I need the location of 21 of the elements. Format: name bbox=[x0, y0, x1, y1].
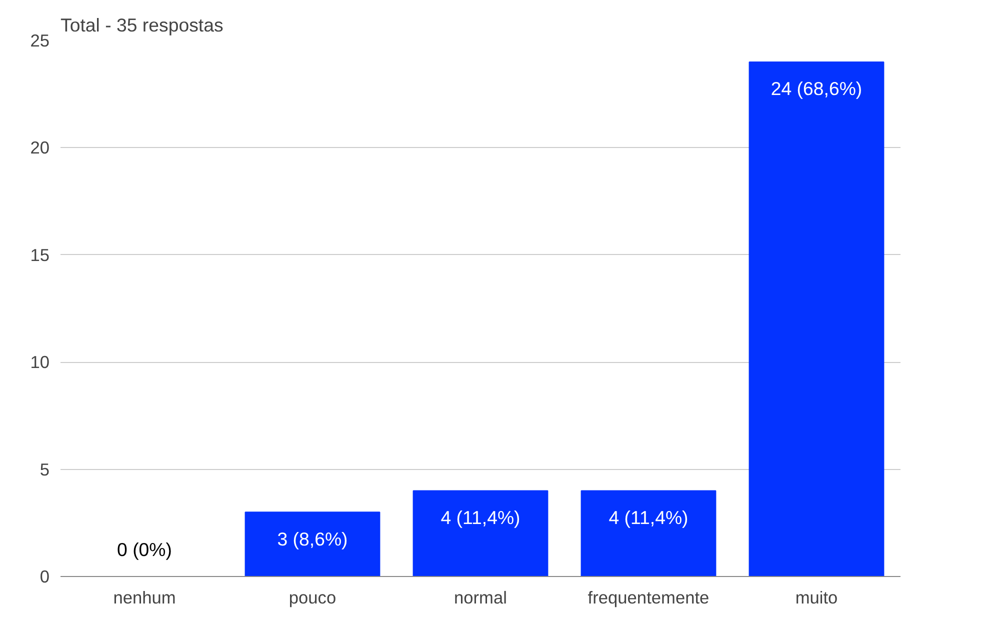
data-label: 4 (11,4%) bbox=[440, 506, 520, 528]
y-tick-label: 10 bbox=[30, 352, 50, 372]
data-label: 24 (68,6%) bbox=[770, 78, 862, 100]
x-tick-label: muito bbox=[795, 588, 838, 608]
y-tick-label: 0 bbox=[40, 566, 50, 586]
y-tick-label: 5 bbox=[40, 459, 50, 480]
bar bbox=[244, 512, 380, 576]
data-label: 0 (0%) bbox=[117, 538, 172, 560]
x-tick-label: frequentemente bbox=[588, 588, 710, 608]
chart-title: Total - 35 respostas bbox=[60, 14, 224, 36]
y-tick-label: 15 bbox=[30, 244, 50, 265]
bar bbox=[748, 61, 884, 576]
data-label: 3 (8,6%) bbox=[277, 528, 348, 550]
x-tick-label: pouco bbox=[288, 588, 336, 608]
x-tick-label: normal bbox=[454, 588, 507, 608]
data-label: 4 (11,4%) bbox=[608, 506, 688, 528]
bar bbox=[412, 490, 548, 576]
y-tick-label: 25 bbox=[30, 30, 50, 50]
y-tick-label: 20 bbox=[30, 138, 50, 158]
bar bbox=[580, 490, 716, 576]
x-tick-label: nenhum bbox=[113, 588, 176, 608]
